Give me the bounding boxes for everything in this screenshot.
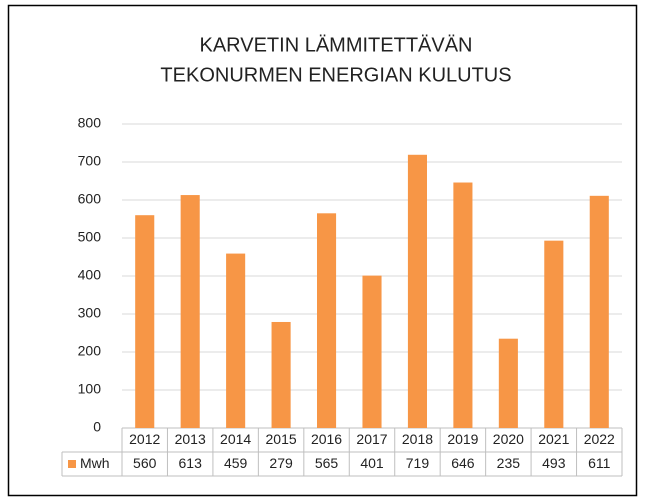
x-tick-label: 2012 (129, 431, 160, 447)
chart-title: TEKONURMEN ENERGIAN KULUTUS (160, 64, 511, 86)
x-tick-label: 2019 (447, 431, 478, 447)
x-tick-label: 2015 (266, 431, 297, 447)
x-tick-label: 2016 (311, 431, 342, 447)
bar (135, 215, 155, 428)
table-value: 646 (451, 455, 475, 471)
y-tick-label: 600 (78, 191, 102, 207)
table-value: 401 (360, 455, 384, 471)
table-value: 719 (406, 455, 430, 471)
table-value: 459 (224, 455, 248, 471)
bar (180, 195, 200, 428)
y-tick-label: 300 (78, 305, 102, 321)
bar (453, 182, 473, 428)
table-value: 613 (179, 455, 203, 471)
x-tick-label: 2013 (175, 431, 206, 447)
y-tick-label: 0 (93, 419, 101, 435)
bar (498, 338, 518, 428)
legend-swatch (68, 460, 76, 468)
x-tick-label: 2020 (493, 431, 524, 447)
y-tick-label: 400 (78, 267, 102, 283)
table-value: 235 (497, 455, 521, 471)
chart-title: KARVETIN LÄMMITETTÄVÄN (199, 34, 472, 56)
bar (362, 275, 382, 428)
bar (544, 240, 564, 428)
y-tick-label: 500 (78, 229, 102, 245)
table-value: 279 (269, 455, 293, 471)
table-value: 493 (542, 455, 566, 471)
y-tick-label: 800 (78, 115, 102, 131)
x-tick-label: 2014 (220, 431, 251, 447)
x-tick-label: 2022 (584, 431, 615, 447)
bar (226, 253, 246, 428)
bar (317, 213, 337, 428)
y-tick-label: 700 (78, 153, 102, 169)
table-value: 565 (315, 455, 339, 471)
table-value: 611 (588, 455, 611, 471)
bar (589, 195, 609, 428)
legend-label: Mwh (80, 455, 110, 471)
y-tick-label: 100 (78, 381, 102, 397)
x-tick-label: 2021 (538, 431, 569, 447)
table-value: 560 (133, 455, 157, 471)
bar (271, 321, 291, 428)
x-tick-label: 2018 (402, 431, 433, 447)
bar (407, 154, 427, 428)
y-tick-label: 200 (78, 343, 102, 359)
x-tick-label: 2017 (356, 431, 387, 447)
